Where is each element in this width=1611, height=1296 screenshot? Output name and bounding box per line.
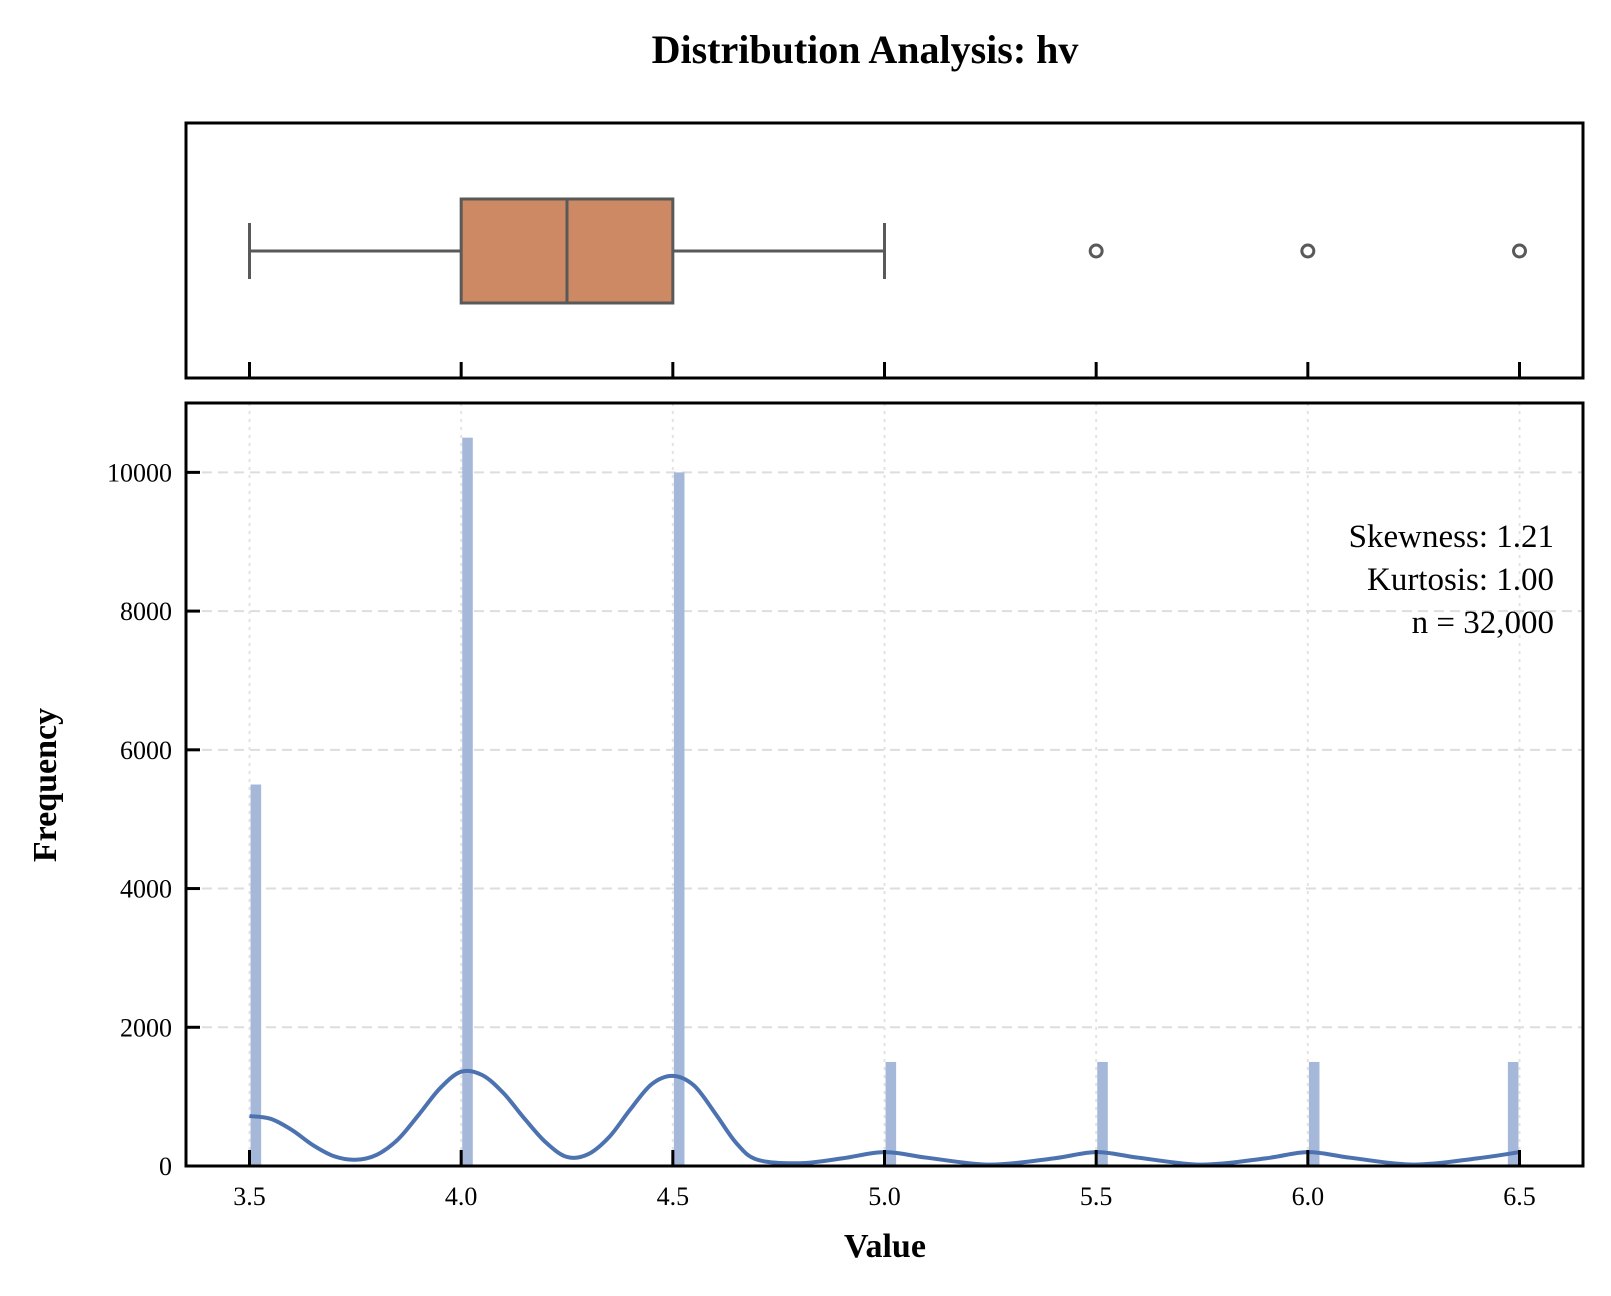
y-tick-label: 6000: [120, 736, 172, 765]
gridlines: [186, 403, 1583, 1167]
histogram-bar: [1507, 1061, 1519, 1166]
kde-curve: [249, 1068, 1520, 1167]
histogram-bar: [462, 437, 473, 1166]
x-tick-label: 5.0: [868, 1182, 901, 1211]
histogram-frame: [184, 401, 1585, 1168]
histogram-bar: [1308, 1061, 1320, 1166]
boxplot-panel: [184, 121, 1585, 380]
stats-skewness: Skewness: 1.21: [1349, 519, 1554, 555]
stats-kurtosis: Kurtosis: 1.00: [1367, 562, 1554, 598]
boxplot-x-ticks: [248, 362, 1521, 378]
boxplot-frame: [184, 121, 1585, 380]
x-tick-labels: 3.5 4.0 4.5 5.0 5.5 6.0 6.5: [233, 1182, 1536, 1211]
histogram-bar: [673, 472, 685, 1166]
outlier-point: [1300, 243, 1316, 259]
x-axis-label: Value: [844, 1228, 926, 1265]
chart-title: Distribution Analysis: hv: [652, 27, 1079, 72]
y-tick-label: 0: [159, 1152, 172, 1181]
x-tick-label: 5.5: [1080, 1182, 1113, 1211]
x-tick-label: 4.0: [445, 1182, 478, 1211]
y-tick-label: 2000: [120, 1013, 172, 1042]
boxplot: [248, 197, 1527, 305]
histogram-bar: [1097, 1061, 1108, 1166]
y-tick-label: 8000: [120, 597, 172, 626]
outlier-point: [1088, 243, 1104, 259]
histogram-bar: [885, 1061, 897, 1166]
histogram-bars: [250, 437, 1519, 1166]
y-tick-label: 4000: [120, 875, 172, 904]
stats-box: Skewness: 1.21 Kurtosis: 1.00 n = 32,000: [1349, 519, 1554, 641]
outlier-point: [1512, 243, 1527, 259]
x-tick-label: 3.5: [233, 1182, 266, 1211]
y-tick-labels: 0 2000 4000 6000 8000 10000: [107, 458, 172, 1181]
histogram-bar: [250, 784, 262, 1166]
y-tick-label: 10000: [107, 458, 172, 487]
x-tick-label: 6.5: [1503, 1182, 1536, 1211]
stats-count: n = 32,000: [1412, 605, 1554, 641]
y-axis-label: Frequency: [27, 708, 64, 862]
x-tick-label: 4.5: [657, 1182, 690, 1211]
x-tick-label: 6.0: [1292, 1182, 1325, 1211]
histogram-panel: 3.5 4.0 4.5 5.0 5.5 6.0 6.5 0 2000 4000 6000 8000 1…: [27, 401, 1585, 1265]
